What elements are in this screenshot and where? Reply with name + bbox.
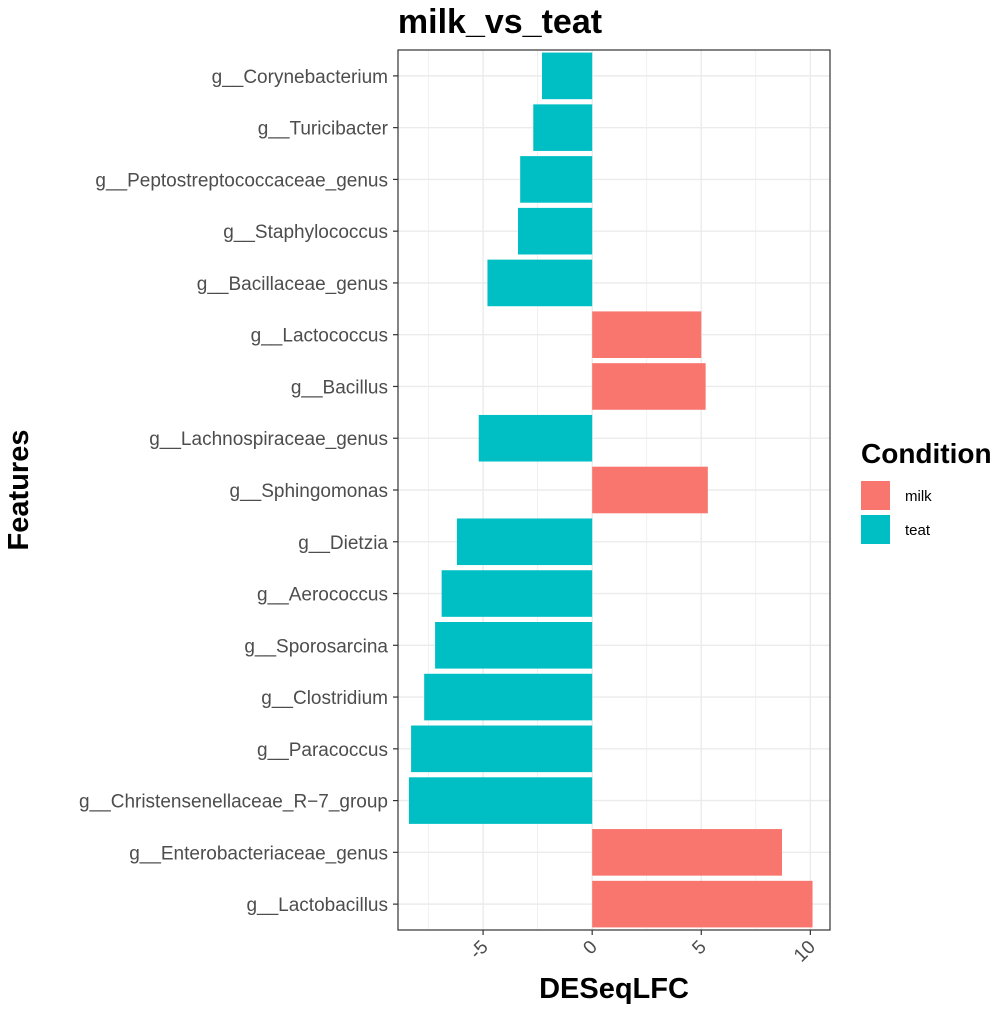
bar	[592, 363, 706, 410]
bar	[518, 207, 593, 255]
y-tick-label: g__Lactococcus	[251, 326, 388, 347]
bar	[441, 570, 593, 617]
y-axis: g__Corynebacterium g__Turicibacter g__Pept…	[79, 67, 398, 916]
legend-swatch	[861, 515, 890, 544]
bar	[592, 466, 708, 514]
y-tick-label: g__Paracoccus	[257, 740, 388, 761]
y-tick-label: g__Enterobacteriaceae_genus	[129, 843, 388, 864]
bar	[533, 104, 593, 151]
bar	[520, 156, 593, 203]
bar	[424, 673, 593, 721]
y-tick-label: g__Aerococcus	[257, 585, 388, 606]
legend-label: milk	[905, 488, 932, 505]
y-tick-label: g__Turicibacter	[258, 119, 389, 140]
y-tick-label: g__Bacillaceae_genus	[197, 274, 388, 295]
x-tick-label: 0	[579, 937, 601, 959]
bar	[411, 725, 593, 773]
chart-title: milk_vs_teat	[398, 3, 602, 41]
x-tick-label: -5	[466, 937, 493, 964]
bar	[408, 777, 593, 824]
y-tick-label: g__Corynebacterium	[212, 67, 388, 88]
x-axis-title: DESeqLFC	[539, 973, 689, 1005]
legend: Condition milk teat	[861, 438, 992, 544]
bar	[592, 829, 782, 876]
y-axis-title: Features	[3, 430, 35, 551]
bar	[592, 311, 702, 358]
x-tick-label: 10	[790, 937, 820, 967]
bar	[542, 52, 593, 100]
y-tick-label: g__Peptostreptococcaceae_genus	[95, 170, 388, 191]
y-tick-label: g__Sphingomonas	[230, 481, 388, 502]
legend-label: teat	[905, 522, 931, 539]
y-tick-label: g__Lactobacillus	[246, 895, 388, 916]
bar	[592, 880, 813, 928]
y-tick-label: g__Sporosarcina	[244, 636, 388, 657]
y-tick-label: g__Christensenellaceae_R−7_group	[79, 792, 388, 813]
bar	[435, 622, 593, 669]
bar	[478, 414, 593, 462]
y-tick-label: g__Bacillus	[291, 377, 388, 398]
x-axis: -5 0 5 10	[466, 930, 820, 966]
x-tick-label: 5	[688, 937, 710, 959]
bars	[408, 52, 813, 928]
bar	[487, 259, 593, 307]
legend-swatch	[861, 481, 890, 510]
y-tick-label: g__Lachnospiraceae_genus	[149, 429, 388, 450]
y-tick-label: g__Staphylococcus	[223, 222, 388, 243]
y-tick-label: g__Dietzia	[298, 533, 388, 554]
y-tick-label: g__Clostridium	[261, 688, 388, 709]
legend-title: Condition	[861, 438, 992, 469]
bar	[456, 518, 593, 566]
